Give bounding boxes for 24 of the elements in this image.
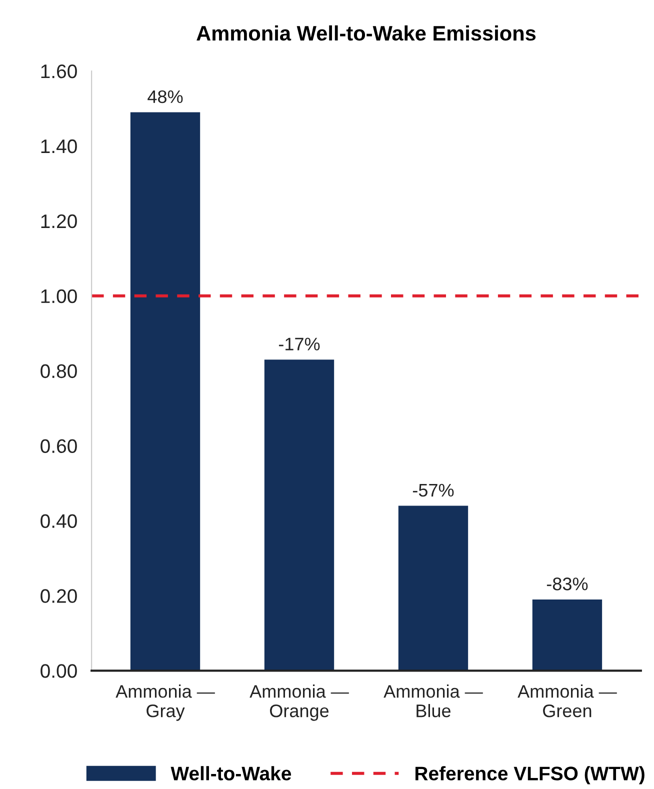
annotation: -57% — [412, 484, 454, 497]
y-tick-label: 0.60 — [40, 439, 77, 454]
y-tick-label: 0.00 — [40, 664, 77, 678]
y-tick-label: 1.40 — [41, 139, 77, 154]
x-tick-label: Ammonia — Blue — [384, 684, 483, 718]
y-tick-label: 0.40 — [40, 514, 77, 528]
x-tick-label: Ammonia — Gray — [116, 684, 215, 721]
annotation: -17% — [278, 338, 320, 350]
y-tick-label: 1.00 — [41, 289, 77, 304]
y-tick-label: 0.20 — [40, 589, 77, 603]
bar — [398, 506, 468, 671]
y-tick-label: 1.60 — [41, 64, 77, 78]
y-tick-label: 1.20 — [41, 214, 77, 228]
x-tick-label: Ammonia — Orange — [250, 684, 349, 721]
bar — [130, 112, 200, 671]
bar — [264, 360, 334, 671]
annotation: -83% — [546, 578, 588, 590]
chart-title: Ammonia Well-to-Wake Emissions — [196, 25, 536, 41]
y-tick-label: 0.80 — [40, 364, 77, 378]
annotation: 48% — [148, 90, 183, 104]
legend-label: Well-to-Wake — [170, 766, 292, 780]
legend-label: Reference VLFSO (WTW) — [416, 766, 644, 784]
bar — [532, 599, 602, 671]
x-tick-label: Ammonia — Green — [518, 684, 617, 718]
